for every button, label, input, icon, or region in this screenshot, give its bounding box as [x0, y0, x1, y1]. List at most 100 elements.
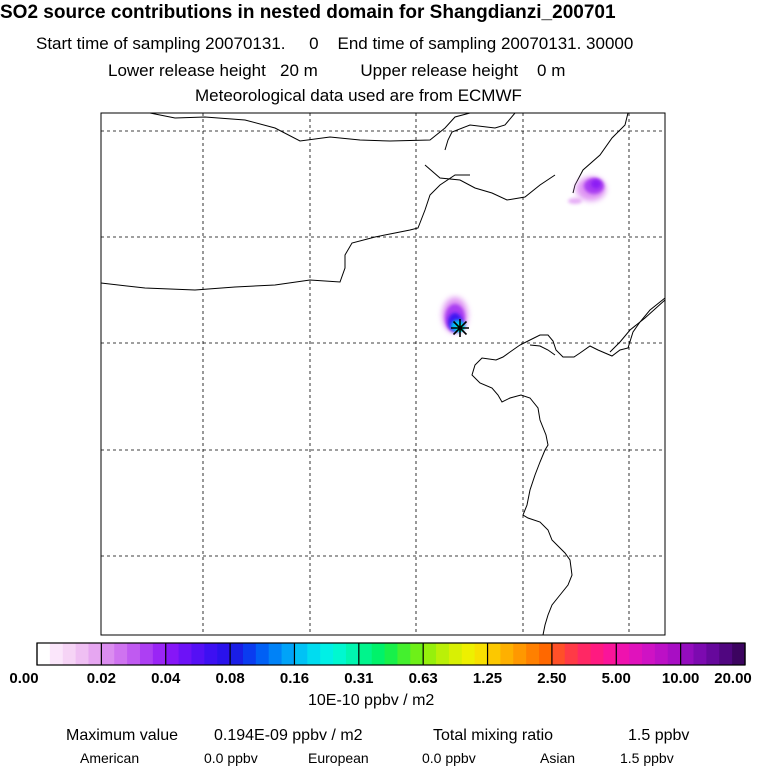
colorbar-segment	[410, 643, 424, 665]
colorbar-frame	[36, 642, 746, 666]
colorbar-segment	[590, 643, 604, 665]
coast-main	[471, 297, 665, 635]
european-label: European	[308, 750, 369, 766]
sampling-time-line: Start time of sampling 20070131. 0 End t…	[36, 35, 633, 52]
colorbar-segment	[358, 643, 373, 665]
colorbar-segment	[667, 643, 682, 665]
colorbar-segment	[732, 643, 746, 665]
colorbar-segment	[62, 643, 77, 665]
colorbar-segment	[487, 643, 502, 665]
american-label: American	[80, 750, 140, 766]
colorbar-segment	[178, 643, 193, 665]
max-value-label: Maximum value	[66, 727, 179, 744]
colorbar-segment	[564, 643, 579, 665]
colorbar-segment	[500, 643, 514, 665]
colorbar-segment	[242, 643, 257, 665]
lower-height-value: 20 m	[280, 61, 318, 80]
plume-northeast	[568, 177, 606, 204]
colorbar-segment	[616, 643, 630, 665]
colorbar-unit: 10E-10 ppbv / m2	[308, 692, 435, 709]
colorbar-segment	[139, 643, 154, 665]
upper-height-value: 0 m	[537, 61, 566, 80]
colorbar-segment	[706, 643, 720, 665]
colorbar-segment	[191, 643, 205, 665]
end-time-value: 20070131. 30000	[500, 34, 634, 53]
met-data-line: Meteorological data used are from ECMWF	[195, 86, 522, 105]
colorbar-segment	[513, 643, 527, 665]
boundary-lines	[101, 113, 665, 635]
boundary-east	[572, 113, 629, 194]
colorbar-segment	[204, 643, 218, 665]
map-frame	[100, 112, 666, 636]
colorbar-segment	[75, 643, 90, 665]
asian-value: 1.5 ppbv	[620, 750, 674, 766]
colorbar-segment	[603, 643, 617, 665]
colorbar-segment	[693, 643, 707, 665]
release-height-line: Lower release height 20 m Upper release …	[108, 62, 565, 79]
colorbar-segment	[217, 643, 231, 665]
colorbar-segment	[230, 643, 244, 665]
colorbar-segment	[526, 643, 540, 665]
colorbar-segment	[474, 643, 489, 665]
colorbar	[36, 642, 746, 666]
colorbar-label: 10.00	[661, 670, 700, 687]
boundary-northeast	[444, 113, 516, 151]
station-star-icon	[451, 319, 469, 337]
boundary-right	[609, 299, 665, 353]
colorbar-segment	[345, 643, 360, 665]
colorbar-segment	[152, 643, 167, 665]
coast-peninsula	[529, 344, 556, 356]
start-time-label: Start time of sampling	[36, 34, 201, 53]
colorbar-segment	[307, 643, 321, 665]
colorbar-label: 0.04	[151, 670, 181, 687]
colorbar-label: 20.00	[714, 670, 752, 687]
boundary-east-upper	[424, 164, 556, 201]
colorbar-segment	[448, 643, 463, 665]
plot-title: SO2 source contributions in nested domai…	[0, 2, 616, 23]
colorbar-segment	[371, 643, 386, 665]
colorbar-segment	[384, 643, 399, 665]
colorbar-label: 5.00	[601, 670, 631, 687]
colorbar-segment	[37, 643, 51, 665]
colorbar-segment	[333, 643, 347, 665]
boundary-west	[101, 174, 470, 291]
colorbar-label: 1.25	[472, 670, 503, 687]
colorbar-segment	[281, 643, 296, 665]
colorbar-label: 0.16	[279, 670, 310, 687]
colorbar-segment	[577, 643, 592, 665]
colorbar-segment	[268, 643, 283, 665]
colorbar-segment	[423, 643, 437, 665]
american-value: 0.0 ppbv	[204, 750, 258, 766]
european-value: 0.0 ppbv	[422, 750, 476, 766]
colorbar-segment	[255, 643, 270, 665]
colorbar-segment	[397, 643, 411, 665]
colorbar-segment	[654, 643, 669, 665]
max-value: 0.194E-09 ppbv / m2	[214, 727, 363, 744]
colorbar-segment	[680, 643, 695, 665]
map-area	[101, 113, 665, 635]
colorbar-segment	[88, 643, 102, 665]
colorbar-segment	[320, 643, 334, 665]
colorbar-label: 2.50	[537, 670, 567, 687]
colorbar-segment	[551, 643, 566, 665]
lower-height-label: Lower release height	[108, 61, 266, 80]
boundary-north	[149, 113, 471, 142]
total-mixing-value: 1.5 ppbv	[628, 727, 690, 744]
colorbar-label: 0.08	[215, 670, 245, 687]
colorbar-segment	[539, 643, 553, 665]
colorbar-segment	[436, 643, 450, 665]
colorbar-label: 0.02	[86, 670, 116, 687]
colorbar-segment	[165, 643, 180, 665]
colorbar-segment	[127, 643, 141, 665]
grid-lines	[101, 113, 665, 635]
start-time-value: 20070131. 0	[205, 34, 319, 53]
colorbar-segment	[719, 643, 733, 665]
colorbar-segment	[461, 643, 476, 665]
colorbar-label: 0.63	[408, 670, 438, 687]
colorbar-label: 0.31	[344, 670, 374, 687]
colorbar-segment	[101, 643, 115, 665]
colorbar-segment	[114, 643, 128, 665]
colorbar-segment	[629, 643, 643, 665]
colorbar-label: 0.00	[9, 670, 39, 687]
end-time-label: End time of sampling	[337, 34, 497, 53]
